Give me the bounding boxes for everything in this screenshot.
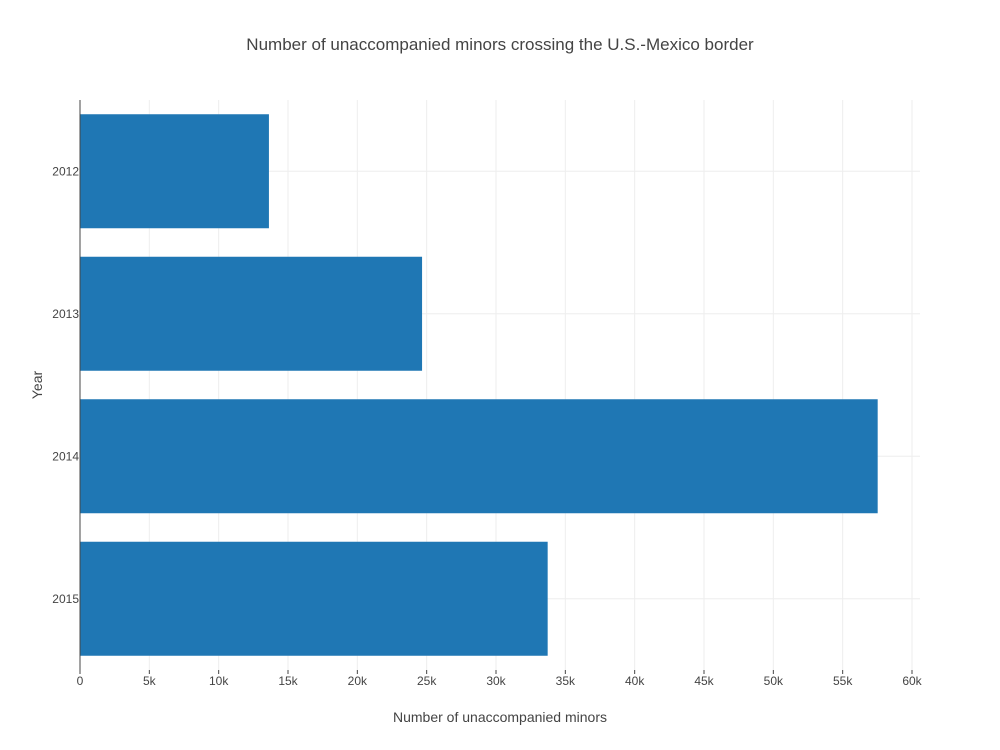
bar-2015 [80,541,548,656]
bar-2014 [80,399,878,514]
x-tick-label: 30k [486,674,506,688]
y-tick-label: 2015 [52,592,79,606]
axes: 0 5k 10k 15k 20k 25k 30k 35k 40k 45k 50k 55k 60k 2012… [52,100,923,688]
y-tick-label: 2012 [52,164,79,178]
y-axis-title: Year [29,371,45,400]
chart-title: Number of unaccompanied minors crossing … [246,35,754,54]
x-tick-label: 25k [417,674,437,688]
x-tick-label: 45k [694,674,714,688]
x-tick-label: 0 [77,674,84,688]
bars [80,114,878,656]
x-tick-label: 55k [833,674,853,688]
x-tick-label: 40k [625,674,645,688]
y-tick-label: 2013 [52,307,79,321]
x-tick-label: 60k [902,674,922,688]
bar-2013 [80,256,423,371]
x-tick-label: 35k [556,674,576,688]
gridlines [80,100,920,670]
x-tick-label: 20k [348,674,368,688]
x-tick-label: 10k [209,674,229,688]
x-tick-label: 5k [143,674,157,688]
x-axis-title: Number of unaccompanied minors [393,709,607,725]
y-tick-label: 2014 [52,449,79,463]
bar-2012 [80,114,269,229]
x-tick-label: 50k [764,674,784,688]
x-tick-label: 15k [278,674,298,688]
